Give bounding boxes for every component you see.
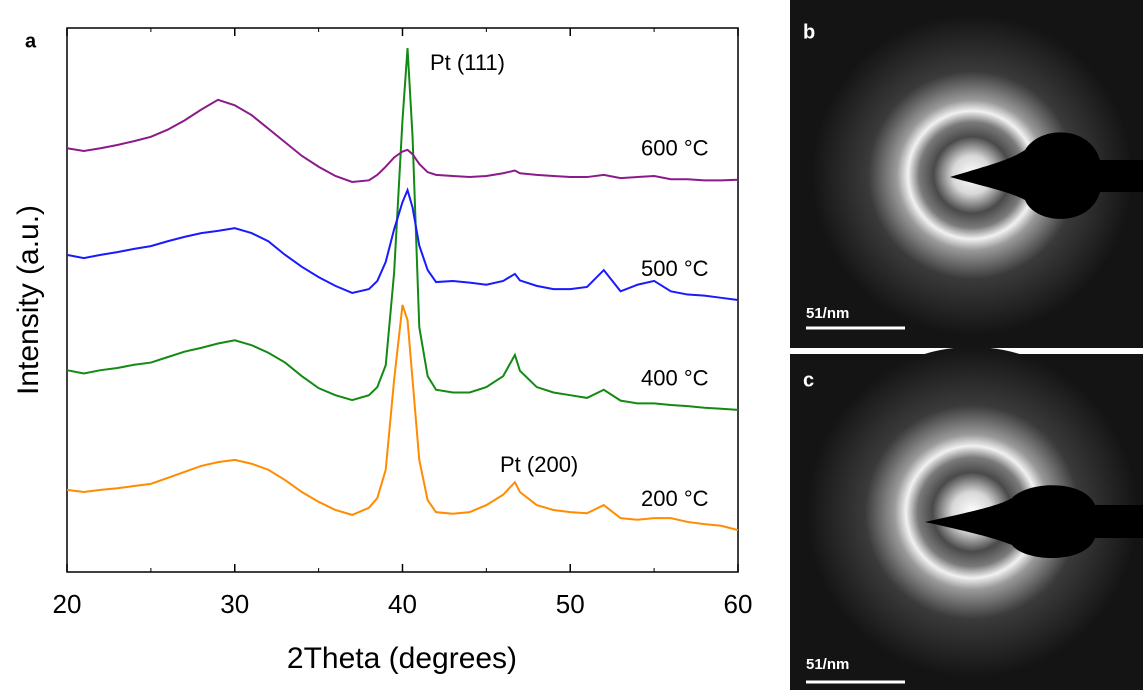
panel-label: b — [803, 21, 815, 43]
x-tick-label: 60 — [724, 589, 753, 619]
series-label: 200 °C — [641, 486, 709, 511]
x-tick-label: 20 — [53, 589, 82, 619]
beam-stopper — [950, 132, 1143, 219]
series-line — [66, 98, 739, 183]
scale-bar-label: 51/nm — [806, 305, 849, 322]
series-label: 400 °C — [641, 366, 709, 391]
beam-stopper — [925, 485, 1143, 559]
x-tick-label: 40 — [388, 589, 417, 619]
series-label: 500 °C — [641, 256, 709, 281]
series-label: 600 °C — [641, 136, 709, 161]
x-axis-label: 2Theta (degrees) — [287, 642, 517, 675]
series-line — [66, 48, 739, 411]
series-line — [66, 187, 739, 301]
panel-label: a — [25, 30, 37, 52]
annotation: Pt (200) — [500, 452, 578, 477]
series-line — [66, 304, 739, 532]
saed-image-b: 51/nm b — [790, 0, 1143, 348]
scale-bar-label: 51/nm — [806, 656, 849, 673]
panel-label: c — [803, 369, 814, 391]
x-tick-label: 30 — [220, 589, 249, 619]
annotation: Pt (111) — [430, 50, 505, 75]
y-axis-label: Intensity (a.u.) — [12, 205, 45, 395]
saed-image-c: 51/nm c — [790, 347, 1143, 690]
x-tick-label: 50 — [556, 589, 585, 619]
